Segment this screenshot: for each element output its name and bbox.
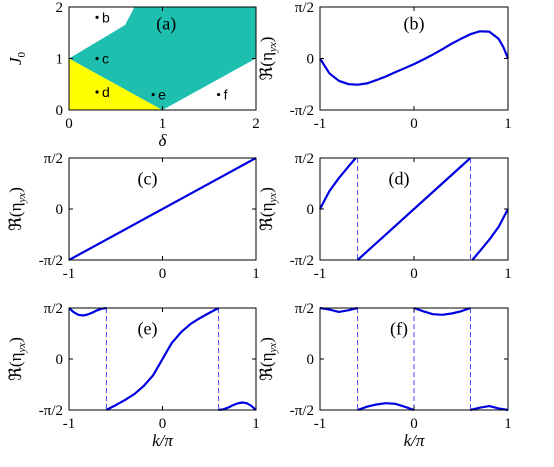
y-axis-label: ℜ(ηyx) [257,337,279,381]
point-f [217,92,221,97]
y-tick-label: -π/2 [39,253,63,269]
curve-segment-2 [413,306,471,316]
y-tick-label: 0 [307,202,315,218]
panel-e: -1 0 1 -π/2 0 π/2 (e) ℜ(ηyx) k/π [6,301,260,450]
panel-label: (f) [390,318,408,339]
panel-label: (e) [138,318,158,339]
y-tick-label: 2 [56,0,64,16]
x-tick-label: 0 [159,416,167,432]
curve-segment-0 [319,306,358,313]
x-tick-label: 0 [65,116,73,132]
panel-d: -1 0 1 -π/2 0 π/2 (d) ℜ(ηyx) [257,151,512,282]
x-tick-label: -1 [314,116,327,132]
x-tick-label: 1 [252,266,260,282]
y-tick-label: -π/2 [290,253,314,269]
y-axis-label: ℜ(ηyx) [257,187,279,231]
x-tick-label: 1 [159,116,167,132]
y-tick-label: π/2 [44,151,63,167]
point-c [95,56,99,61]
curve-segment-1 [356,157,472,261]
curve-segment-1 [357,402,415,412]
y-tick-label: π/2 [44,301,63,317]
x-tick-label: 1 [504,416,512,432]
x-tick-label: 0 [410,116,418,132]
x-axis-label: δ [159,131,168,150]
y-tick-label: 0 [307,52,315,68]
y-axis-label: ℜ(ηyx) [6,187,28,231]
point-b [95,15,99,19]
point-label-c: c [102,51,109,67]
curve-segment-0 [319,157,357,210]
x-tick-label: 1 [504,116,512,132]
y-tick-label: 0 [307,352,315,368]
panel-label: (d) [388,168,409,189]
y-axis-label: ℜ(ηyx) [6,337,28,381]
x-tick-label: -1 [63,416,76,432]
curve-segment-0 [319,30,510,86]
curve-segment-0 [68,306,107,317]
point-label-d: d [102,84,110,100]
panel-label: (c) [138,168,158,189]
x-tick-label: 2 [252,116,260,132]
x-tick-label: 1 [252,416,260,432]
point-label-b: b [102,9,110,25]
x-tick-label: 0 [410,416,418,432]
panel-f: -1 0 1 -π/2 0 π/2 (f) ℜ(ηyx) k/π [257,301,512,450]
y-tick-label: 0 [56,352,64,368]
point-label-f: f [224,87,228,103]
point-d [95,90,99,94]
x-tick-label: -1 [314,266,327,282]
curve-segment-0 [68,157,257,261]
curve-segment-2 [218,401,257,412]
point-e [151,92,155,97]
y-axis-label: ℜ(ηyx) [257,37,279,81]
y-tick-label: -π/2 [290,403,314,419]
panel-label: (a) [156,13,176,34]
x-tick-label: 0 [159,266,167,282]
curve-segment-3 [470,405,509,412]
x-tick-label: 0 [410,266,418,282]
x-axis-label: k/π [152,431,173,450]
curve-segment-2 [471,208,509,261]
y-axis-label: J0 [6,51,28,65]
x-tick-label: -1 [314,416,327,432]
x-axis-label: k/π [404,431,425,450]
y-tick-label: π/2 [295,0,314,16]
y-tick-label: -π/2 [290,103,314,119]
y-tick-label: π/2 [295,301,314,317]
phase-region-1 [69,7,256,110]
y-tick-label: 1 [56,52,64,68]
x-tick-label: -1 [63,266,76,282]
y-tick-label: 0 [56,103,64,119]
y-tick-label: 0 [56,202,64,218]
panel-label: (b) [404,13,425,34]
x-tick-label: 1 [504,266,512,282]
y-tick-label: -π/2 [39,403,63,419]
panel-b: -1 0 1 -π/2 0 π/2 (b) ℜ(ηyx) [257,0,512,132]
y-tick-label: π/2 [295,151,314,167]
point-label-e: e [158,87,166,103]
panel-a: 0 1 2 0 1 2 b c d e f (a) J0 δ [6,0,260,150]
curve-segment-1 [105,307,220,411]
panel-c: -1 0 1 -π/2 0 π/2 (c) ℜ(ηyx) [6,151,260,282]
